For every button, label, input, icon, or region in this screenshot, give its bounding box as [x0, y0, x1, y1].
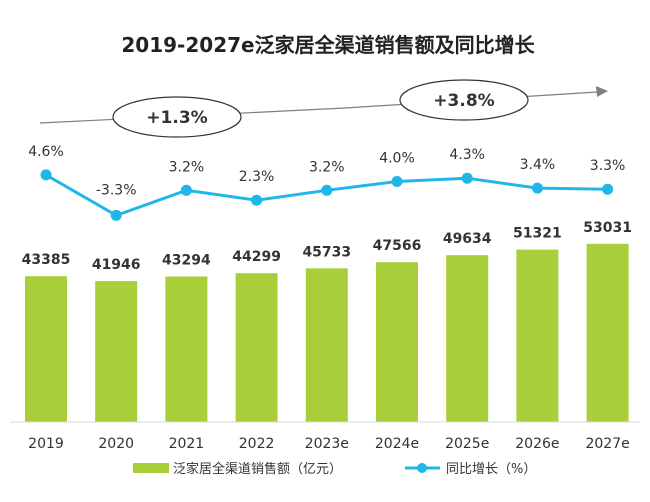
cagr-annotations: +1.3% +3.8%: [39, 79, 608, 138]
bar-value-label: 43385: [22, 252, 71, 268]
x-tick-label: 2021: [169, 436, 205, 452]
bar: [376, 262, 418, 422]
bar: [165, 276, 208, 422]
bar: [235, 273, 278, 422]
x-tick-label: 2023e: [305, 436, 349, 452]
x-tick-label: 2022: [239, 436, 275, 452]
bar-value-label: 43294: [162, 253, 211, 269]
legend-swatch-bar: [133, 463, 169, 473]
bar-value-label: 44299: [232, 249, 281, 265]
growth-point: [321, 184, 333, 196]
growth-point: [40, 169, 52, 181]
growth-point: [602, 183, 614, 195]
growth-value-label: 4.3%: [449, 147, 485, 163]
cagr-label-2: +3.8%: [433, 91, 494, 111]
bar: [95, 281, 138, 422]
bar: [516, 249, 559, 422]
cagr-bubble-1: [112, 96, 242, 138]
growth-value-label: 2.3%: [239, 169, 275, 185]
legend-label-bar: 泛家居全渠道销售额（亿元）: [173, 461, 342, 477]
cagr-label-1: +1.3%: [146, 108, 207, 128]
x-tick-label: 2020: [98, 436, 134, 452]
bar: [25, 276, 67, 422]
growth-value-label: 3.4%: [520, 157, 556, 173]
growth-point: [531, 182, 543, 194]
growth-point: [180, 184, 192, 196]
bar-value-label: 53031: [583, 220, 632, 236]
growth-value-label: 4.6%: [28, 144, 64, 160]
growth-value-label: 4.0%: [379, 151, 415, 167]
bar-value-label: 47566: [373, 238, 422, 254]
cagr-arrow-head: [596, 86, 608, 97]
growth-value-label: 3.2%: [169, 159, 205, 175]
x-tick-label: 2025e: [445, 436, 489, 452]
growth-point: [251, 194, 263, 206]
growth-point: [391, 176, 403, 187]
legend: 泛家居全渠道销售额（亿元） 同比增长（%）: [133, 461, 536, 477]
bar: [586, 243, 629, 422]
bar: [305, 268, 348, 422]
growth-point: [110, 209, 122, 221]
growth-value-label: 3.3%: [590, 158, 626, 174]
growth-value-label: -3.3%: [96, 182, 137, 198]
bar-value-label: 41946: [92, 257, 141, 273]
x-tick-label: 2019: [28, 436, 64, 452]
bar-value-label: 45733: [302, 244, 351, 260]
x-tick-label: 2026e: [515, 436, 559, 452]
bar: [446, 255, 489, 422]
bar-value-label: 49634: [443, 231, 492, 247]
growth-value-label: 3.2%: [309, 159, 345, 175]
growth-point: [461, 172, 473, 184]
cagr-bubble-2: [399, 79, 529, 121]
legend-swatch-marker: [417, 463, 427, 473]
bar-value-label: 51321: [513, 226, 562, 242]
chart-title: 2019-2027e泛家居全渠道销售额及同比增长: [121, 33, 535, 57]
legend-label-line: 同比增长（%）: [446, 462, 536, 477]
x-tick-label: 2024e: [375, 436, 419, 452]
x-tick-label: 2027e: [585, 436, 629, 452]
